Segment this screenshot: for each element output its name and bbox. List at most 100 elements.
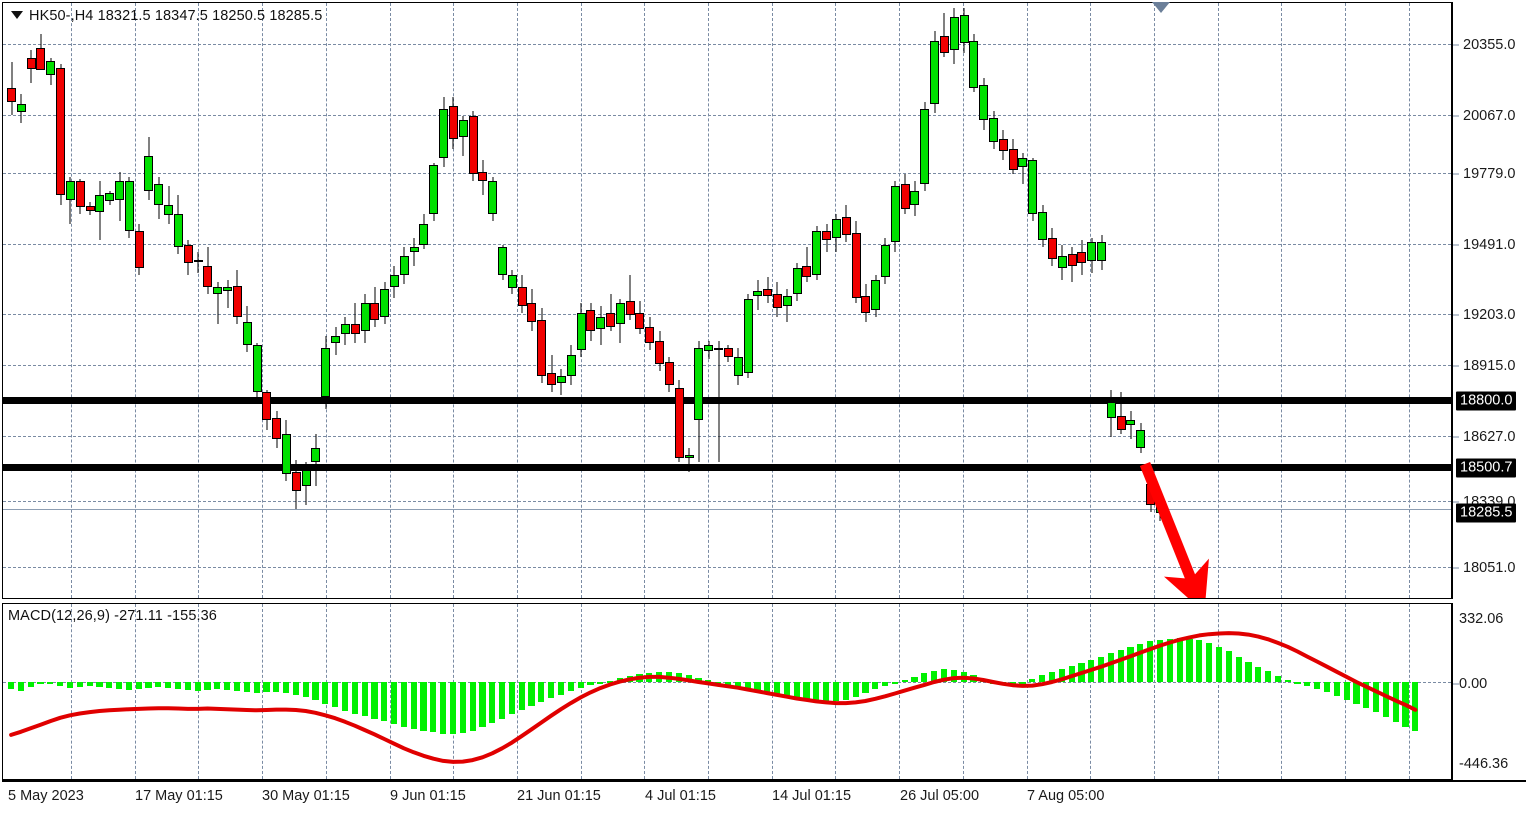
- candle-body-bear: [655, 340, 665, 365]
- macd-histogram-bar: [1353, 682, 1360, 704]
- macd-histogram-bar: [764, 682, 771, 694]
- candle-body-bull: [321, 347, 331, 397]
- macd-histogram-bar: [705, 680, 712, 683]
- candle-body-bear: [625, 300, 635, 315]
- candle-body-bull: [252, 345, 262, 393]
- macd-histogram-bar: [1372, 682, 1380, 713]
- candlestick: [1028, 3, 1038, 598]
- candle-body-bear: [998, 139, 1008, 151]
- macd-histogram-bar: [135, 682, 142, 689]
- macd-histogram-bar: [881, 682, 889, 686]
- candle-body-bear: [26, 58, 36, 69]
- macd-histogram-bar: [381, 682, 388, 722]
- macd-histogram-bar: [1156, 639, 1164, 682]
- candlestick: [389, 3, 399, 598]
- level-line-current[interactable]: [3, 509, 1451, 510]
- candlestick: [478, 3, 488, 598]
- candle-body-bull: [65, 181, 75, 201]
- triangle-down-icon[interactable]: [11, 11, 23, 19]
- price-badge: 18500.7: [1456, 458, 1517, 478]
- candle-body-bull: [105, 193, 115, 202]
- candle-body-bear: [822, 230, 832, 240]
- candlestick: [615, 3, 625, 598]
- candlestick: [753, 3, 763, 598]
- macd-histogram-bar: [734, 682, 741, 687]
- candlestick: [979, 3, 989, 598]
- candle-body-bull: [880, 244, 890, 278]
- candlestick: [321, 3, 331, 598]
- macd-histogram-bar: [233, 682, 241, 691]
- price-tick-label: 20355.0: [1463, 37, 1516, 53]
- macd-histogram-bar: [361, 682, 368, 717]
- candle-body-bear: [802, 265, 812, 278]
- macd-signal-line: [9, 631, 1418, 764]
- candle-body-bull: [812, 230, 822, 276]
- macd-histogram-bar: [1333, 682, 1340, 696]
- candlestick: [95, 3, 105, 598]
- candlestick: [763, 3, 773, 598]
- candlestick: [331, 3, 341, 598]
- candle-body-bull: [1087, 242, 1097, 261]
- candle-wick: [413, 237, 415, 266]
- candlestick: [360, 3, 370, 598]
- macd-histogram-bar: [1363, 682, 1370, 708]
- level-line-resistance[interactable]: [3, 397, 1451, 404]
- candle-body-bull: [792, 268, 802, 294]
- macd-axis-scale[interactable]: 332.06 0.00 -446.36: [1452, 603, 1526, 780]
- candlestick: [880, 3, 890, 598]
- candle-body-bear: [350, 324, 360, 334]
- candle-body-bull: [223, 286, 233, 292]
- candle-body-bull: [714, 347, 724, 351]
- candlestick: [183, 3, 193, 598]
- candle-body-bull: [488, 181, 498, 215]
- macd-histogram-bar: [1215, 646, 1223, 682]
- level-line-support[interactable]: [3, 464, 1451, 471]
- macd-histogram-bar: [832, 682, 840, 702]
- candlestick: [36, 3, 46, 598]
- macd-histogram-bar: [390, 682, 398, 725]
- macd-histogram-bar: [37, 682, 44, 685]
- candle-wick: [786, 289, 788, 322]
- macd-histogram-bar: [351, 682, 358, 714]
- candlestick: [998, 3, 1008, 598]
- macd-histogram-bar: [1412, 682, 1419, 731]
- candlestick: [340, 3, 350, 598]
- macd-histogram-bar: [469, 682, 476, 731]
- candle-body-bull: [1136, 429, 1146, 449]
- macd-histogram-bar: [165, 682, 172, 689]
- candlestick: [419, 3, 429, 598]
- triangle-down-marker-icon[interactable]: [1152, 2, 1170, 13]
- macd-histogram-bar: [499, 682, 506, 719]
- price-chart-panel[interactable]: HK50-,H4 18321.5 18347.5 18250.5 18285.5: [2, 2, 1452, 599]
- macd-histogram-bar: [823, 682, 830, 703]
- candlestick: [959, 3, 969, 598]
- macd-histogram-bar: [1039, 675, 1046, 682]
- macd-indicator-panel[interactable]: MACD(12,26,9) -271.11 -155.36: [2, 603, 1452, 780]
- candlestick: [949, 3, 959, 598]
- time-axis[interactable]: 5 May 2023 17 May 01:15 30 May 01:15 9 Jun …: [2, 780, 1526, 813]
- candlestick: [203, 3, 213, 598]
- macd-histogram-bar: [459, 682, 466, 734]
- candlestick: [625, 3, 635, 598]
- candlestick: [586, 3, 596, 598]
- candle-wick: [943, 12, 945, 58]
- candlestick: [684, 3, 694, 598]
- candle-body-bull: [694, 347, 704, 421]
- candlestick: [164, 3, 174, 598]
- candlestick: [1067, 3, 1077, 598]
- candle-body-bear: [645, 326, 655, 343]
- time-tick-label: 17 May 01:15: [135, 788, 223, 804]
- price-tick-label: 18627.0: [1463, 429, 1516, 445]
- axis-tickmark: [1453, 567, 1459, 569]
- macd-histogram-bar: [66, 682, 74, 689]
- macd-histogram-bar: [174, 682, 182, 690]
- price-axis-scale[interactable]: 20355.0 20067.0 19779.0 19491.0 19203.0 18915…: [1452, 2, 1526, 599]
- macd-histogram-bar: [96, 682, 103, 688]
- macd-histogram-bar: [17, 682, 24, 691]
- candle-body-bear: [291, 471, 301, 491]
- candle-body-bear: [547, 373, 557, 386]
- candle-body-bull: [399, 256, 409, 276]
- macd-histogram-bar: [872, 682, 879, 690]
- macd-histogram-bar: [1176, 638, 1183, 682]
- axis-tickmark: [1453, 501, 1459, 503]
